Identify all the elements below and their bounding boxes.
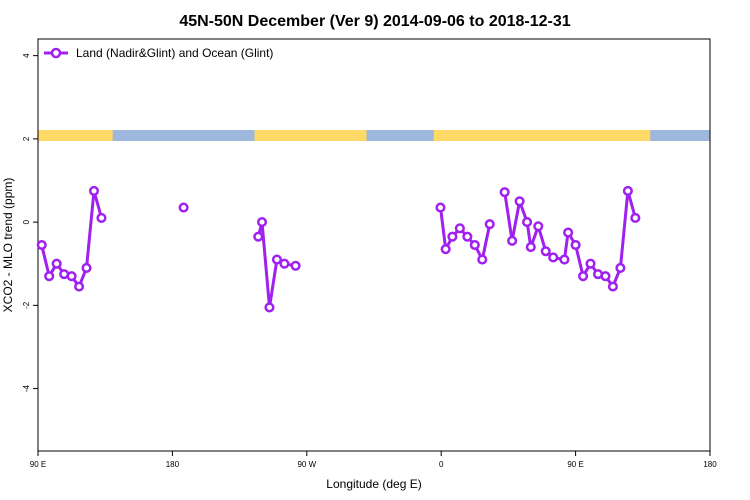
y-axis: 4 2 0 -2 -4: [22, 53, 38, 392]
surface-type-strip: [38, 130, 710, 141]
data-point: [454, 223, 465, 234]
data-point: [96, 212, 107, 223]
y-tick-label: 4: [22, 53, 31, 58]
data-point: [279, 258, 290, 269]
data-point: [585, 258, 596, 269]
plot-frame: [37, 38, 711, 452]
data-point: [570, 239, 581, 251]
data-point: [440, 244, 451, 255]
legend: Land (Nadir&Glint) and Ocean (Glint): [44, 46, 273, 60]
y-tick-label: -2: [22, 301, 31, 309]
data-point: [264, 302, 275, 313]
data-point: [533, 221, 544, 232]
data-point: [622, 185, 633, 196]
data-point: [435, 202, 446, 213]
series-line: [503, 189, 637, 289]
series-line: [256, 220, 296, 309]
land-band: [254, 130, 367, 141]
data-point: [607, 281, 618, 292]
x-tick-label: 180: [703, 460, 717, 469]
data-point: [615, 262, 626, 273]
data-point: [469, 239, 480, 251]
x-tick-label: 90 E: [30, 460, 46, 469]
data-point: [484, 219, 495, 230]
y-tick-label: 2: [22, 136, 31, 141]
legend-entry-label: Land (Nadir&Glint) and Ocean (Glint): [76, 46, 273, 60]
data-point: [81, 262, 92, 273]
data-point: [477, 254, 488, 265]
data-point: [507, 235, 518, 246]
data-point: [548, 252, 559, 263]
ocean-band: [38, 130, 710, 141]
legend-marker: [50, 47, 62, 59]
x-axis: 90 E 180 90 W 0 90 E 180: [30, 451, 717, 469]
y-tick-label: -4: [22, 384, 31, 392]
y-tick-label: 0: [22, 219, 31, 224]
land-band: [433, 130, 651, 141]
data-point: [540, 246, 551, 257]
data-point: [74, 281, 85, 292]
x-tick-label: 0: [439, 460, 444, 469]
data-point: [499, 187, 510, 198]
data-series: [36, 185, 641, 313]
data-point: [600, 271, 611, 282]
x-axis-label: Longitude (deg E): [326, 477, 421, 491]
x-tick-label: 90 E: [567, 460, 583, 469]
data-point: [514, 196, 525, 207]
data-point: [66, 271, 77, 282]
data-point: [447, 231, 458, 242]
chart-title: 45N-50N December (Ver 9) 2014-09-06 to 2…: [179, 13, 570, 30]
data-point: [51, 258, 62, 269]
x-tick-label: 90 W: [297, 460, 316, 469]
data-point: [271, 254, 282, 265]
data-point: [256, 217, 268, 228]
data-point: [522, 217, 533, 228]
data-point: [178, 202, 189, 213]
data-point: [525, 242, 536, 253]
data-point: [44, 271, 55, 282]
data-point: [563, 227, 574, 238]
data-point: [462, 231, 473, 242]
data-point: [36, 239, 47, 251]
data-point: [578, 271, 589, 282]
land-band: [38, 130, 113, 141]
y-axis-label: XCO2 - MLO trend (ppm): [1, 178, 15, 313]
data-point: [290, 260, 301, 271]
data-point: [630, 212, 641, 223]
data-point: [88, 185, 100, 196]
data-point: [253, 231, 264, 242]
x-tick-label: 180: [166, 460, 180, 469]
data-point: [559, 254, 570, 265]
